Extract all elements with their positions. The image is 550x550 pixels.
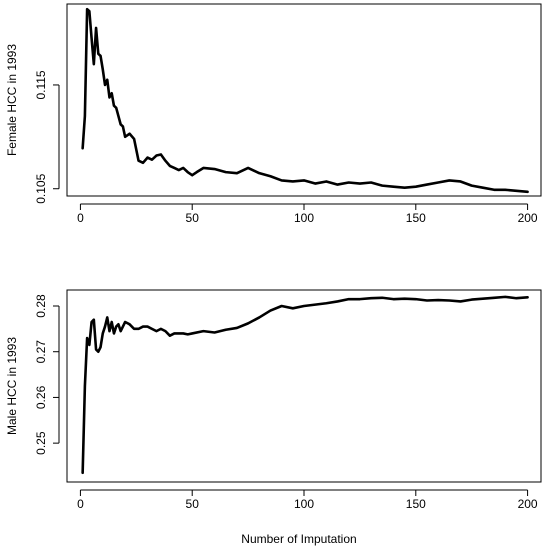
male-y-tick-label: 0.27 bbox=[34, 340, 48, 364]
male-series-line bbox=[81, 295, 529, 475]
male-x-tick-label: 50 bbox=[186, 497, 200, 511]
male-y-tick-label: 0.25 bbox=[34, 431, 48, 455]
male-y-tick-label: 0.26 bbox=[34, 385, 48, 409]
female-x-tick-label: 150 bbox=[406, 211, 426, 225]
female-y-tick-label: 0.115 bbox=[34, 70, 48, 99]
female-y-tick-label: 0.105 bbox=[34, 173, 48, 203]
male-x-tick-label: 150 bbox=[406, 497, 426, 511]
male-x-tick-label: 0 bbox=[77, 497, 84, 511]
male-y-tick-label: 0.28 bbox=[34, 294, 48, 318]
female-series-line bbox=[81, 7, 529, 194]
male-hcc-panel: 0 50 100 150 200 0.25 0.26 0.27 0.28 Male HCC in … bbox=[5, 289, 542, 511]
female-hcc-panel: 0 50 100 150 200 0.105 0.115 Female HCC in 1993 bbox=[5, 3, 542, 225]
female-x-tick-label: 100 bbox=[294, 211, 314, 225]
male-x-tick-label: 100 bbox=[294, 497, 314, 511]
male-y-axis-title: Male HCC in 1993 bbox=[5, 337, 19, 435]
x-axis-title: Number of Imputation bbox=[241, 532, 356, 546]
female-y-axis-title: Female HCC in 1993 bbox=[5, 44, 19, 156]
female-x-tick-label: 50 bbox=[186, 211, 200, 225]
female-x-tick-label: 200 bbox=[518, 211, 538, 225]
male-plot-frame bbox=[66, 289, 542, 483]
male-x-tick-label: 200 bbox=[518, 497, 538, 511]
female-plot-frame bbox=[66, 3, 542, 197]
female-x-tick-label: 0 bbox=[77, 211, 84, 225]
